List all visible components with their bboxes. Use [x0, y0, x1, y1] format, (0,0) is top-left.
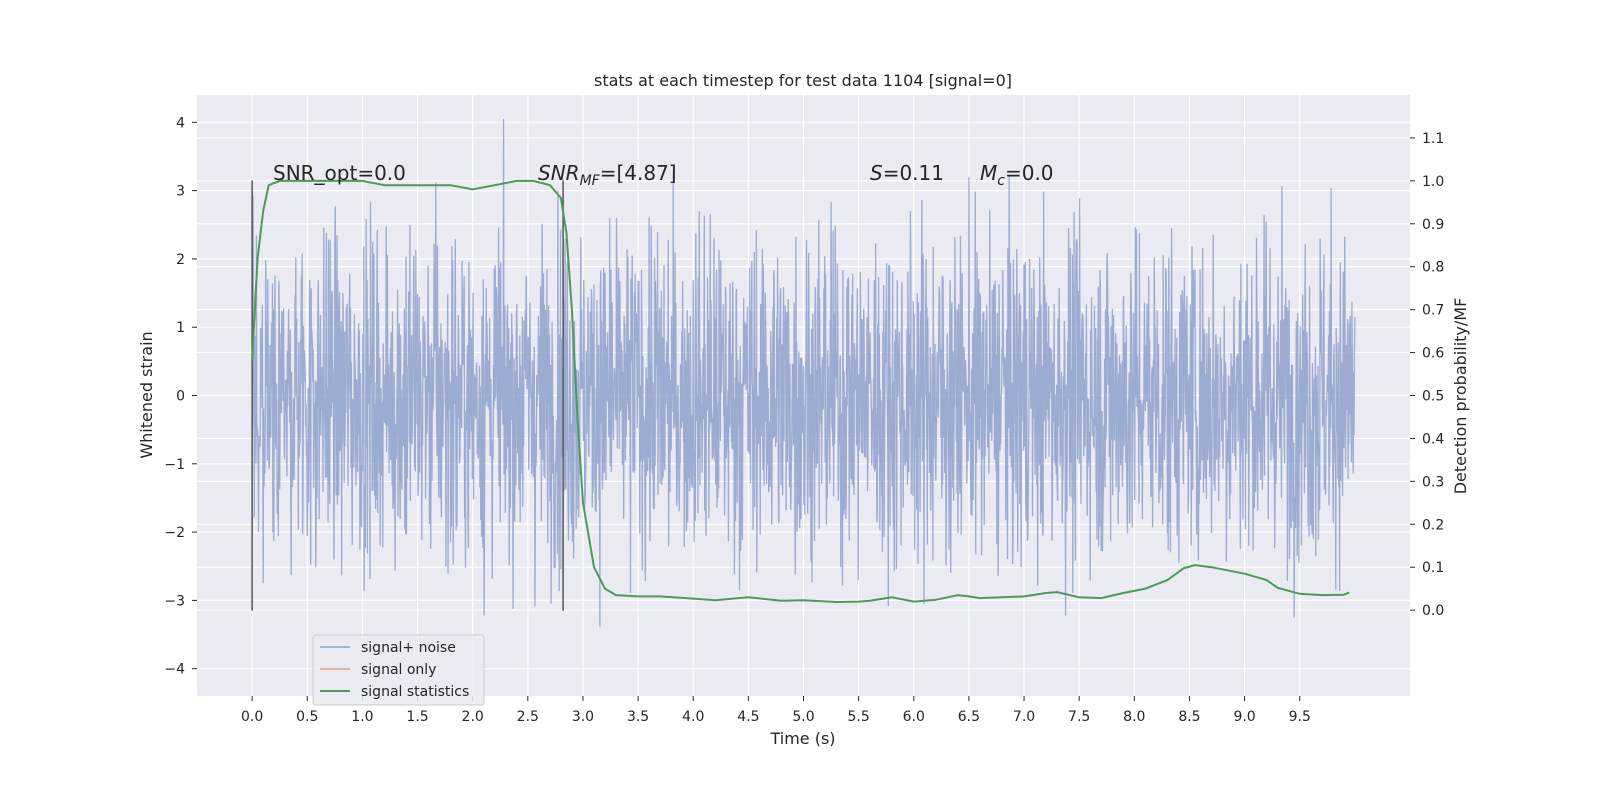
y2-tick-label: 0.8: [1422, 260, 1444, 276]
x-tick-label: 3.0: [572, 709, 594, 725]
legend-box: [312, 634, 485, 706]
signal-noise-series: [251, 118, 1356, 628]
x-tick-label: 2.5: [517, 709, 539, 725]
x-tick-label: 7.5: [1068, 709, 1090, 725]
y-tick-label: 0: [176, 389, 185, 405]
legend-label-signal-statistics: signal statistics: [361, 684, 469, 700]
y-tick-label: 4: [176, 115, 185, 131]
y-tick-label: −2: [164, 525, 185, 541]
y2-axis-label: Detection probability/MF: [1451, 298, 1470, 495]
x-tick-label: 1.5: [406, 709, 428, 725]
annotation-snr-mf: SNRMF=[4.87]: [538, 161, 677, 189]
marker-lines: [251, 180, 564, 611]
legend-label-signal-noise: signal+ noise: [361, 640, 456, 656]
y2-tick-label: 0.4: [1422, 431, 1444, 447]
x-tick-label: 7.0: [1013, 709, 1035, 725]
x-tick-label: 8.0: [1123, 709, 1145, 725]
x-tick-label: 5.5: [848, 709, 870, 725]
mc-value: =0.0: [1005, 161, 1054, 185]
snr-mf-sub: MF: [580, 173, 601, 189]
x-tick-label: 4.5: [737, 709, 759, 725]
legend: signal+ noise signal only signal statist…: [312, 634, 485, 706]
s-value: =0.11: [883, 161, 944, 185]
x-axis-label: Time (s): [769, 729, 835, 748]
y2-tick-label: 0.3: [1422, 474, 1444, 490]
y-tick-label: −4: [164, 662, 185, 678]
snr-mf-main: SNR: [538, 161, 580, 185]
chart-title: stats at each timestep for test data 110…: [594, 71, 1012, 90]
y2-tick-label: 0.0: [1422, 603, 1444, 619]
x-tick-label: 0.5: [296, 709, 318, 725]
y2-axis-ticks: 1.1 1.0 0.9 0.8 0.7 0.6 0.5 0.4 0.3 0.2 0.1 0.0: [1410, 131, 1444, 619]
legend-label-signal-only: signal only: [361, 662, 436, 678]
x-axis-ticks: 0.0 0.5 1.0 1.5 2.0 2.5 3.0 3.5 4.0 4.5 5.0 5.5 6.0 6…: [241, 696, 1311, 725]
annotation-snr-opt: SNR_opt=0.0: [273, 161, 406, 185]
y-tick-label: 1: [176, 320, 185, 336]
signal-noise-line: [251, 118, 1356, 628]
annotation-s: S=0.11: [870, 161, 944, 185]
y2-tick-label: 0.9: [1422, 217, 1444, 233]
y2-tick-label: 0.6: [1422, 346, 1444, 362]
x-tick-label: 1.0: [351, 709, 373, 725]
x-tick-label: 8.5: [1178, 709, 1200, 725]
y-axis-ticks: 4 3 2 1 0 −1 −2 −3 −4: [164, 115, 197, 678]
x-tick-label: 9.0: [1233, 709, 1255, 725]
signal-statistics-line: [251, 179, 1350, 604]
y2-tick-label: 0.1: [1422, 560, 1444, 576]
snr-mf-value: =[4.87]: [600, 161, 677, 185]
y-tick-label: −1: [164, 457, 185, 473]
x-tick-label: 6.0: [903, 709, 925, 725]
y2-tick-label: 1.1: [1422, 131, 1444, 147]
mc-main: M: [980, 161, 997, 185]
y2-tick-label: 0.5: [1422, 389, 1444, 405]
y2-tick-label: 0.7: [1422, 303, 1444, 319]
x-tick-label: 0.0: [241, 709, 263, 725]
y2-tick-label: 0.2: [1422, 517, 1444, 533]
y2-tick-label: 1.0: [1422, 174, 1444, 190]
y-tick-label: −3: [164, 593, 185, 609]
x-tick-label: 4.0: [682, 709, 704, 725]
mc-sub: c: [997, 173, 1005, 189]
x-tick-label: 5.0: [792, 709, 814, 725]
y-tick-label: 2: [176, 252, 185, 268]
s-main: S: [870, 161, 883, 185]
y-tick-label: 3: [176, 184, 185, 200]
x-tick-label: 6.5: [958, 709, 980, 725]
annotation-mc: Mc=0.0: [980, 161, 1054, 189]
y-axis-label: Whitened strain: [137, 331, 156, 458]
x-tick-label: 3.5: [627, 709, 649, 725]
x-tick-label: 9.5: [1289, 709, 1311, 725]
x-tick-label: 2.0: [462, 709, 484, 725]
